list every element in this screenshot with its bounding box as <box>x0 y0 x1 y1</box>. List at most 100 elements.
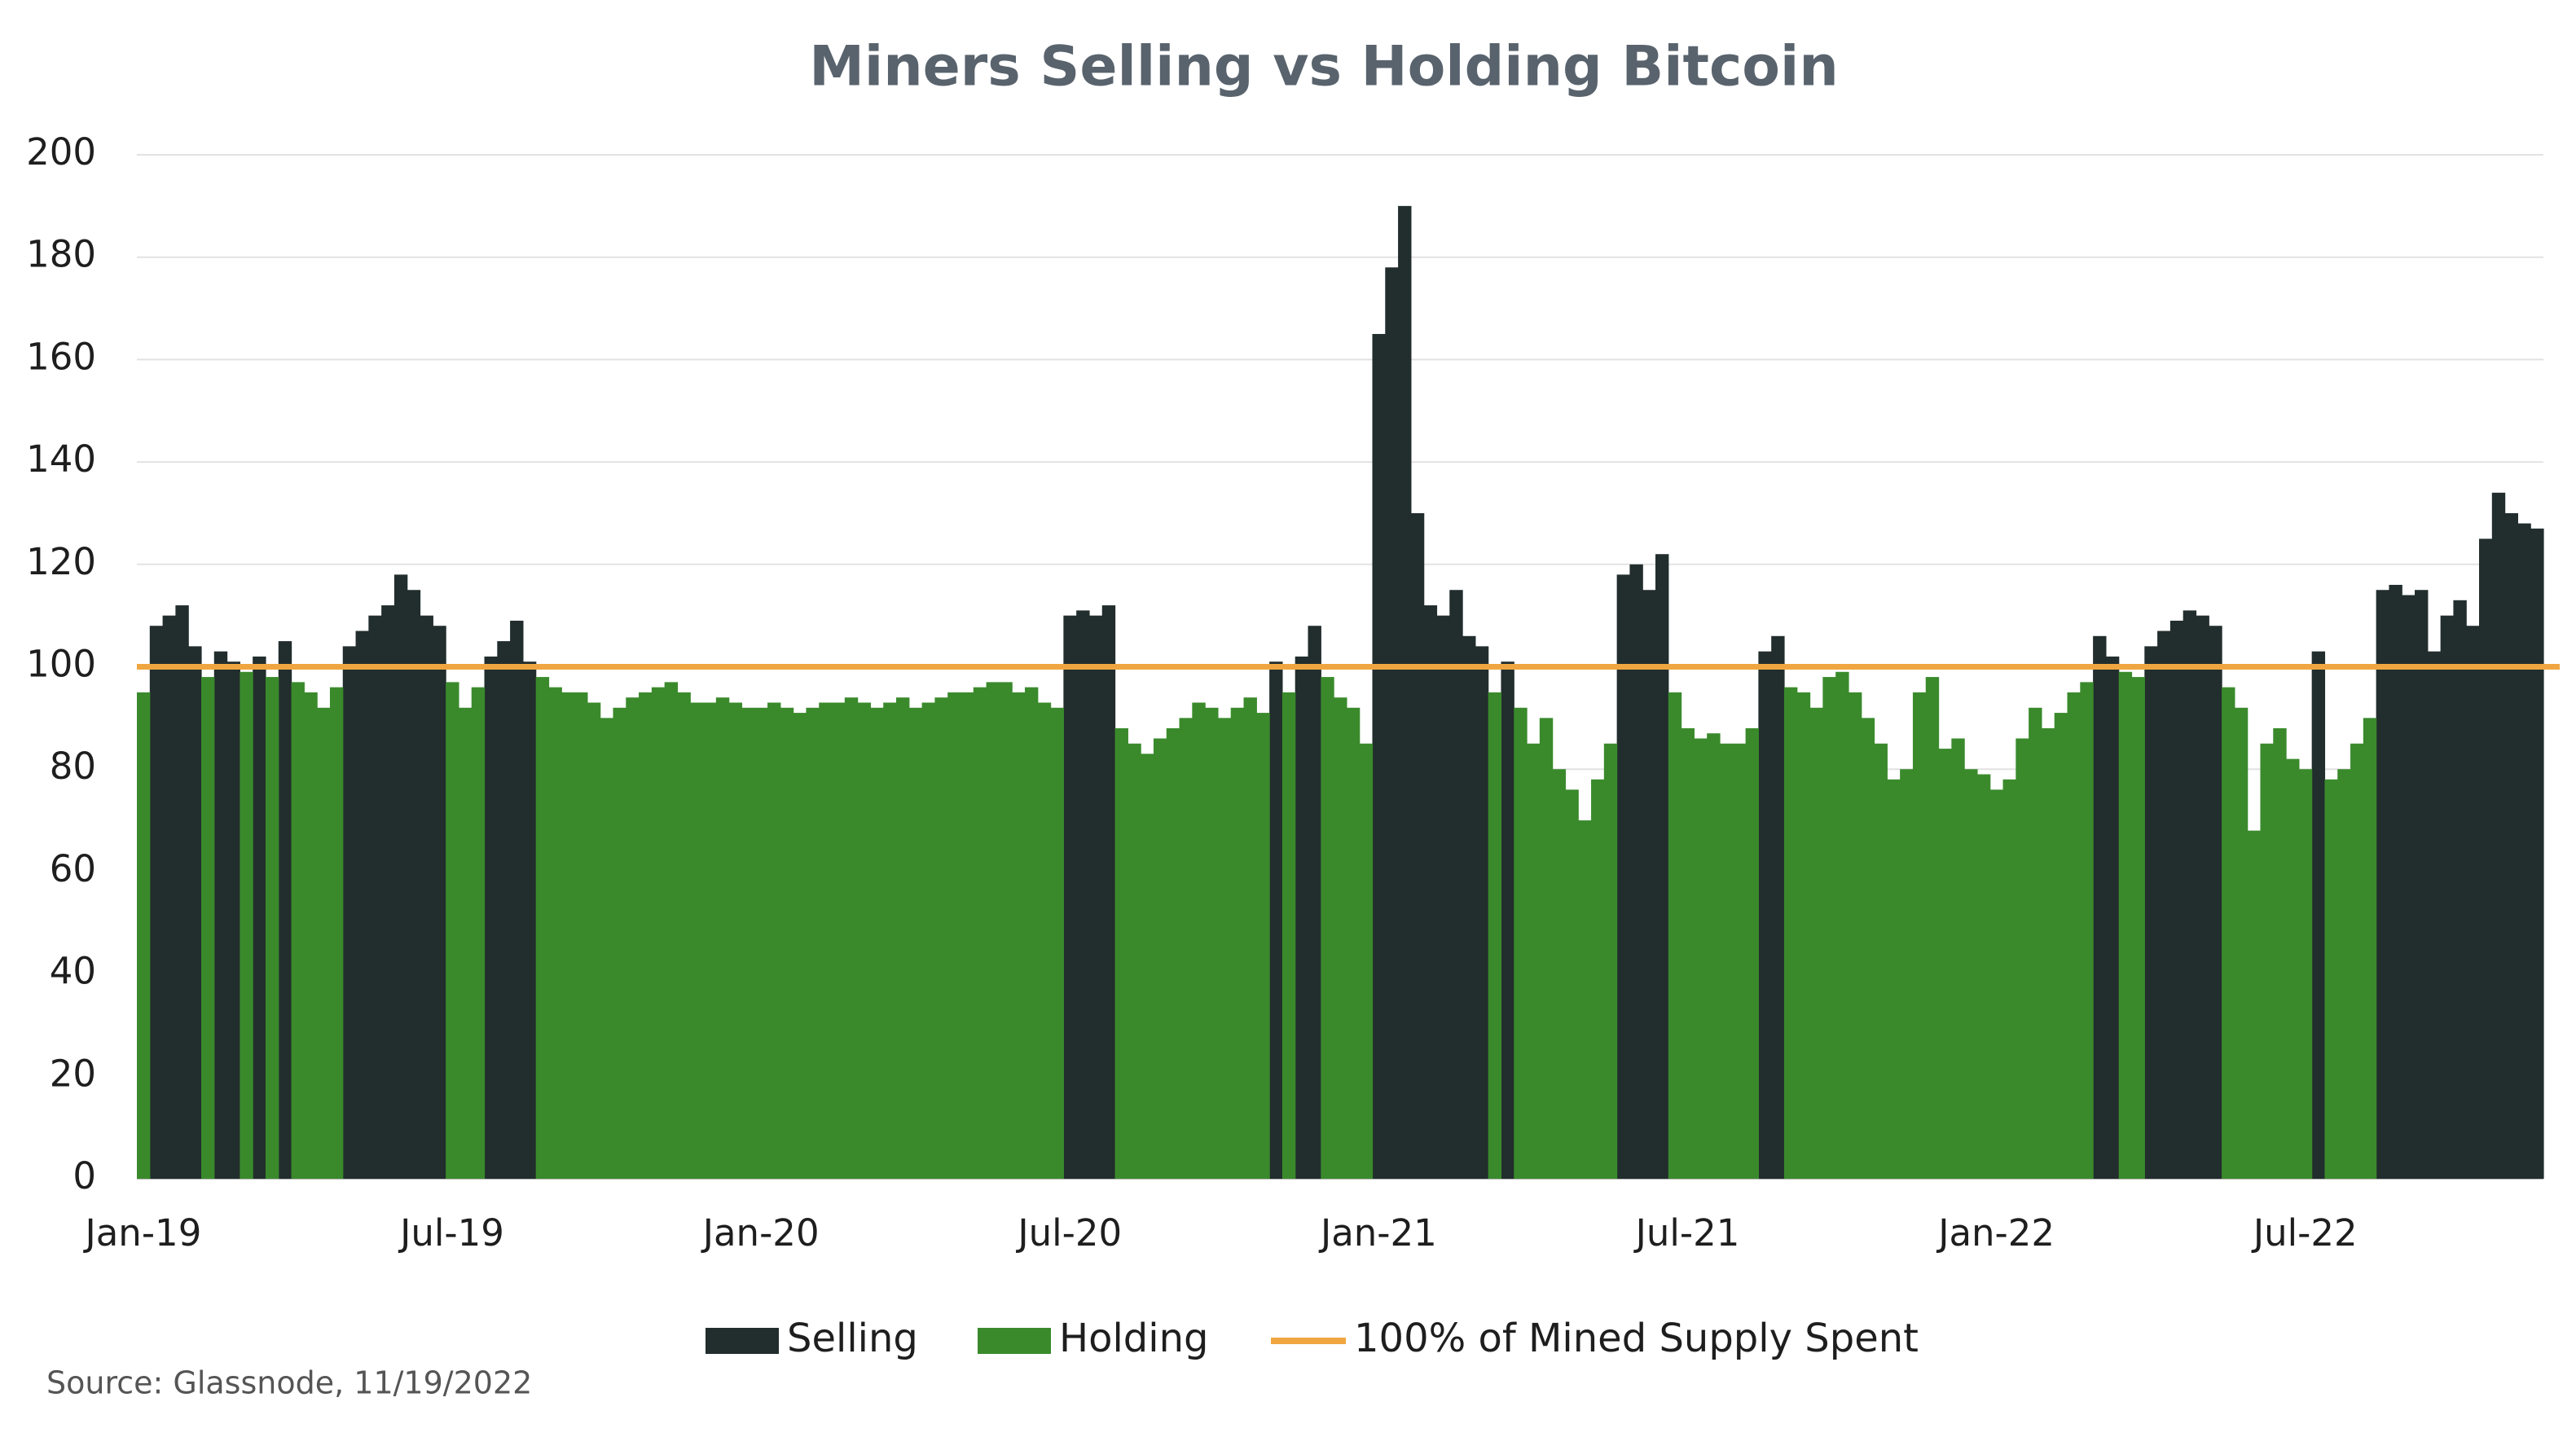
bar <box>1308 626 1321 1179</box>
bar <box>1101 605 1116 1179</box>
bar <box>1179 718 1193 1179</box>
bar <box>1217 718 1232 1179</box>
bar <box>149 626 164 1179</box>
legend-swatch <box>978 1328 1051 1354</box>
bar <box>2453 600 2467 1179</box>
bar <box>2466 626 2480 1179</box>
bar <box>2415 590 2429 1179</box>
bar <box>2376 590 2390 1179</box>
bar <box>1153 738 1167 1179</box>
bar <box>2440 615 2455 1179</box>
bar <box>1745 727 1759 1179</box>
bar <box>819 702 833 1179</box>
bar <box>587 702 601 1179</box>
bar <box>1989 789 2004 1179</box>
y-tick-label: 180 <box>26 233 96 276</box>
bar <box>1758 651 1772 1179</box>
bar <box>883 702 897 1179</box>
bar <box>1616 574 1631 1179</box>
bar <box>471 687 486 1179</box>
bar <box>265 677 279 1179</box>
bar <box>2093 635 2107 1179</box>
y-tick-label: 140 <box>26 437 96 481</box>
bar <box>240 671 253 1179</box>
y-tick-label: 20 <box>50 1052 96 1095</box>
bar <box>1475 646 1489 1179</box>
bar <box>2530 528 2544 1179</box>
bar <box>226 661 240 1179</box>
bar <box>1707 733 1721 1179</box>
x-tick-label: Jan-22 <box>1936 1211 2055 1255</box>
bar <box>393 574 408 1179</box>
bar <box>1578 820 1592 1179</box>
bar <box>1205 707 1219 1179</box>
bar <box>934 697 948 1179</box>
bar <box>1874 743 1888 1179</box>
bar <box>1835 671 1849 1179</box>
bar <box>2067 692 2081 1179</box>
bar <box>1694 738 1708 1179</box>
bar <box>1410 512 1425 1179</box>
bar <box>522 661 537 1179</box>
bar <box>1385 267 1399 1179</box>
bar <box>1141 754 1154 1179</box>
bar <box>1591 779 1605 1179</box>
bar <box>2324 779 2338 1179</box>
bar <box>329 687 344 1179</box>
bar <box>1822 677 1836 1179</box>
bar <box>896 697 910 1179</box>
bar <box>2157 631 2171 1179</box>
bar <box>1900 769 1914 1179</box>
x-tick-label: Jan-19 <box>82 1211 201 1255</box>
bar <box>2209 626 2222 1179</box>
bar <box>677 692 691 1179</box>
bar <box>1436 615 1450 1179</box>
bar <box>1166 727 1180 1179</box>
bar <box>626 697 640 1179</box>
bar <box>1809 707 1823 1179</box>
bar <box>548 687 562 1179</box>
x-tick-label: Jul-21 <box>1633 1211 1740 1255</box>
bar <box>1462 635 1476 1179</box>
bar <box>1603 743 1618 1179</box>
bar <box>1024 687 1039 1179</box>
bar <box>1655 554 1669 1179</box>
bar <box>2016 738 2029 1179</box>
x-tick-label: Jul-20 <box>1015 1211 1122 1255</box>
bar <box>1912 692 1927 1179</box>
bar <box>2504 512 2519 1179</box>
bar <box>715 697 730 1179</box>
bar <box>1783 687 1798 1179</box>
bar <box>767 702 781 1179</box>
bar <box>2247 830 2262 1179</box>
bar <box>1925 677 1940 1179</box>
bar <box>1887 779 1901 1179</box>
bar <box>1642 590 1656 1179</box>
bar <box>600 718 614 1179</box>
bar <box>535 677 550 1179</box>
bar <box>1527 743 1541 1179</box>
bar <box>947 692 961 1179</box>
bar <box>2080 682 2094 1179</box>
bar <box>342 646 357 1179</box>
bar <box>780 707 794 1179</box>
bar <box>960 692 974 1179</box>
bar <box>1964 769 1978 1179</box>
source-note: Source: Glassnode, 11/19/2022 <box>46 1365 532 1401</box>
bar <box>832 702 846 1179</box>
bar <box>2196 615 2209 1179</box>
bar <box>664 682 679 1179</box>
bar <box>870 707 884 1179</box>
bar <box>2029 707 2042 1179</box>
bar <box>1514 707 1528 1179</box>
bar <box>2131 677 2145 1179</box>
bar <box>213 651 228 1179</box>
bar <box>407 590 421 1179</box>
bar <box>1359 743 1374 1179</box>
bar <box>253 656 266 1179</box>
bar <box>137 692 151 1179</box>
bar <box>806 707 820 1179</box>
bar <box>1501 661 1514 1179</box>
bar <box>2337 769 2351 1179</box>
bar <box>2479 538 2493 1179</box>
